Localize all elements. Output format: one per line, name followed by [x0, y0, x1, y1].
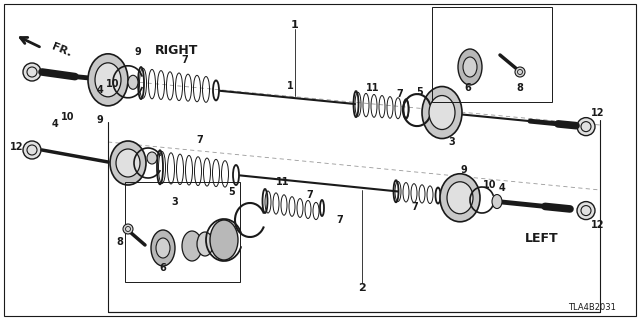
Ellipse shape: [128, 75, 138, 89]
Text: 5: 5: [228, 187, 236, 197]
Text: 4: 4: [52, 119, 58, 129]
Ellipse shape: [88, 54, 128, 106]
Text: 1: 1: [287, 81, 293, 91]
Text: 7: 7: [182, 55, 188, 65]
Text: 12: 12: [591, 220, 605, 229]
Text: 6: 6: [465, 83, 472, 93]
Ellipse shape: [116, 149, 140, 177]
Text: 3: 3: [172, 197, 179, 207]
Circle shape: [515, 67, 525, 77]
Ellipse shape: [440, 174, 480, 222]
Ellipse shape: [429, 96, 455, 130]
Circle shape: [577, 202, 595, 220]
Ellipse shape: [110, 141, 146, 185]
Text: 3: 3: [449, 137, 456, 147]
Text: 12: 12: [591, 108, 605, 118]
Text: 2: 2: [358, 283, 366, 293]
Text: 4: 4: [97, 85, 104, 95]
Ellipse shape: [463, 57, 477, 77]
Text: 9: 9: [134, 47, 141, 57]
Text: 8: 8: [116, 237, 124, 247]
Circle shape: [123, 224, 133, 234]
Text: 9: 9: [461, 165, 467, 175]
Ellipse shape: [95, 63, 121, 97]
Ellipse shape: [197, 232, 213, 256]
Text: RIGHT: RIGHT: [155, 44, 198, 57]
Ellipse shape: [492, 195, 502, 209]
Text: 5: 5: [417, 87, 424, 97]
Text: 11: 11: [276, 177, 290, 187]
Bar: [432, 7, 552, 102]
Text: 10: 10: [106, 79, 120, 89]
Text: TLA4B2031: TLA4B2031: [568, 303, 616, 313]
Text: 7: 7: [412, 202, 419, 212]
Text: 7: 7: [337, 215, 344, 225]
Ellipse shape: [156, 238, 170, 258]
Ellipse shape: [147, 152, 157, 164]
Circle shape: [577, 118, 595, 136]
Text: 1: 1: [291, 20, 299, 30]
Ellipse shape: [447, 182, 473, 214]
Circle shape: [23, 141, 41, 159]
Text: 7: 7: [196, 135, 204, 145]
Text: 7: 7: [307, 189, 314, 200]
Text: LEFT: LEFT: [525, 231, 559, 244]
Text: 12: 12: [10, 142, 24, 152]
Text: 9: 9: [97, 115, 104, 125]
Bar: [125, 182, 240, 282]
Ellipse shape: [210, 220, 238, 260]
Text: 8: 8: [516, 83, 524, 93]
Text: 7: 7: [397, 89, 403, 100]
Text: 6: 6: [159, 263, 166, 273]
Circle shape: [23, 63, 41, 81]
Text: FR.: FR.: [50, 42, 73, 59]
Text: 10: 10: [61, 112, 75, 122]
Text: 10: 10: [483, 180, 497, 190]
Text: 4: 4: [499, 183, 506, 193]
Text: 11: 11: [366, 83, 380, 93]
Ellipse shape: [422, 86, 462, 139]
Ellipse shape: [458, 49, 482, 85]
Ellipse shape: [151, 230, 175, 266]
Ellipse shape: [182, 231, 202, 261]
